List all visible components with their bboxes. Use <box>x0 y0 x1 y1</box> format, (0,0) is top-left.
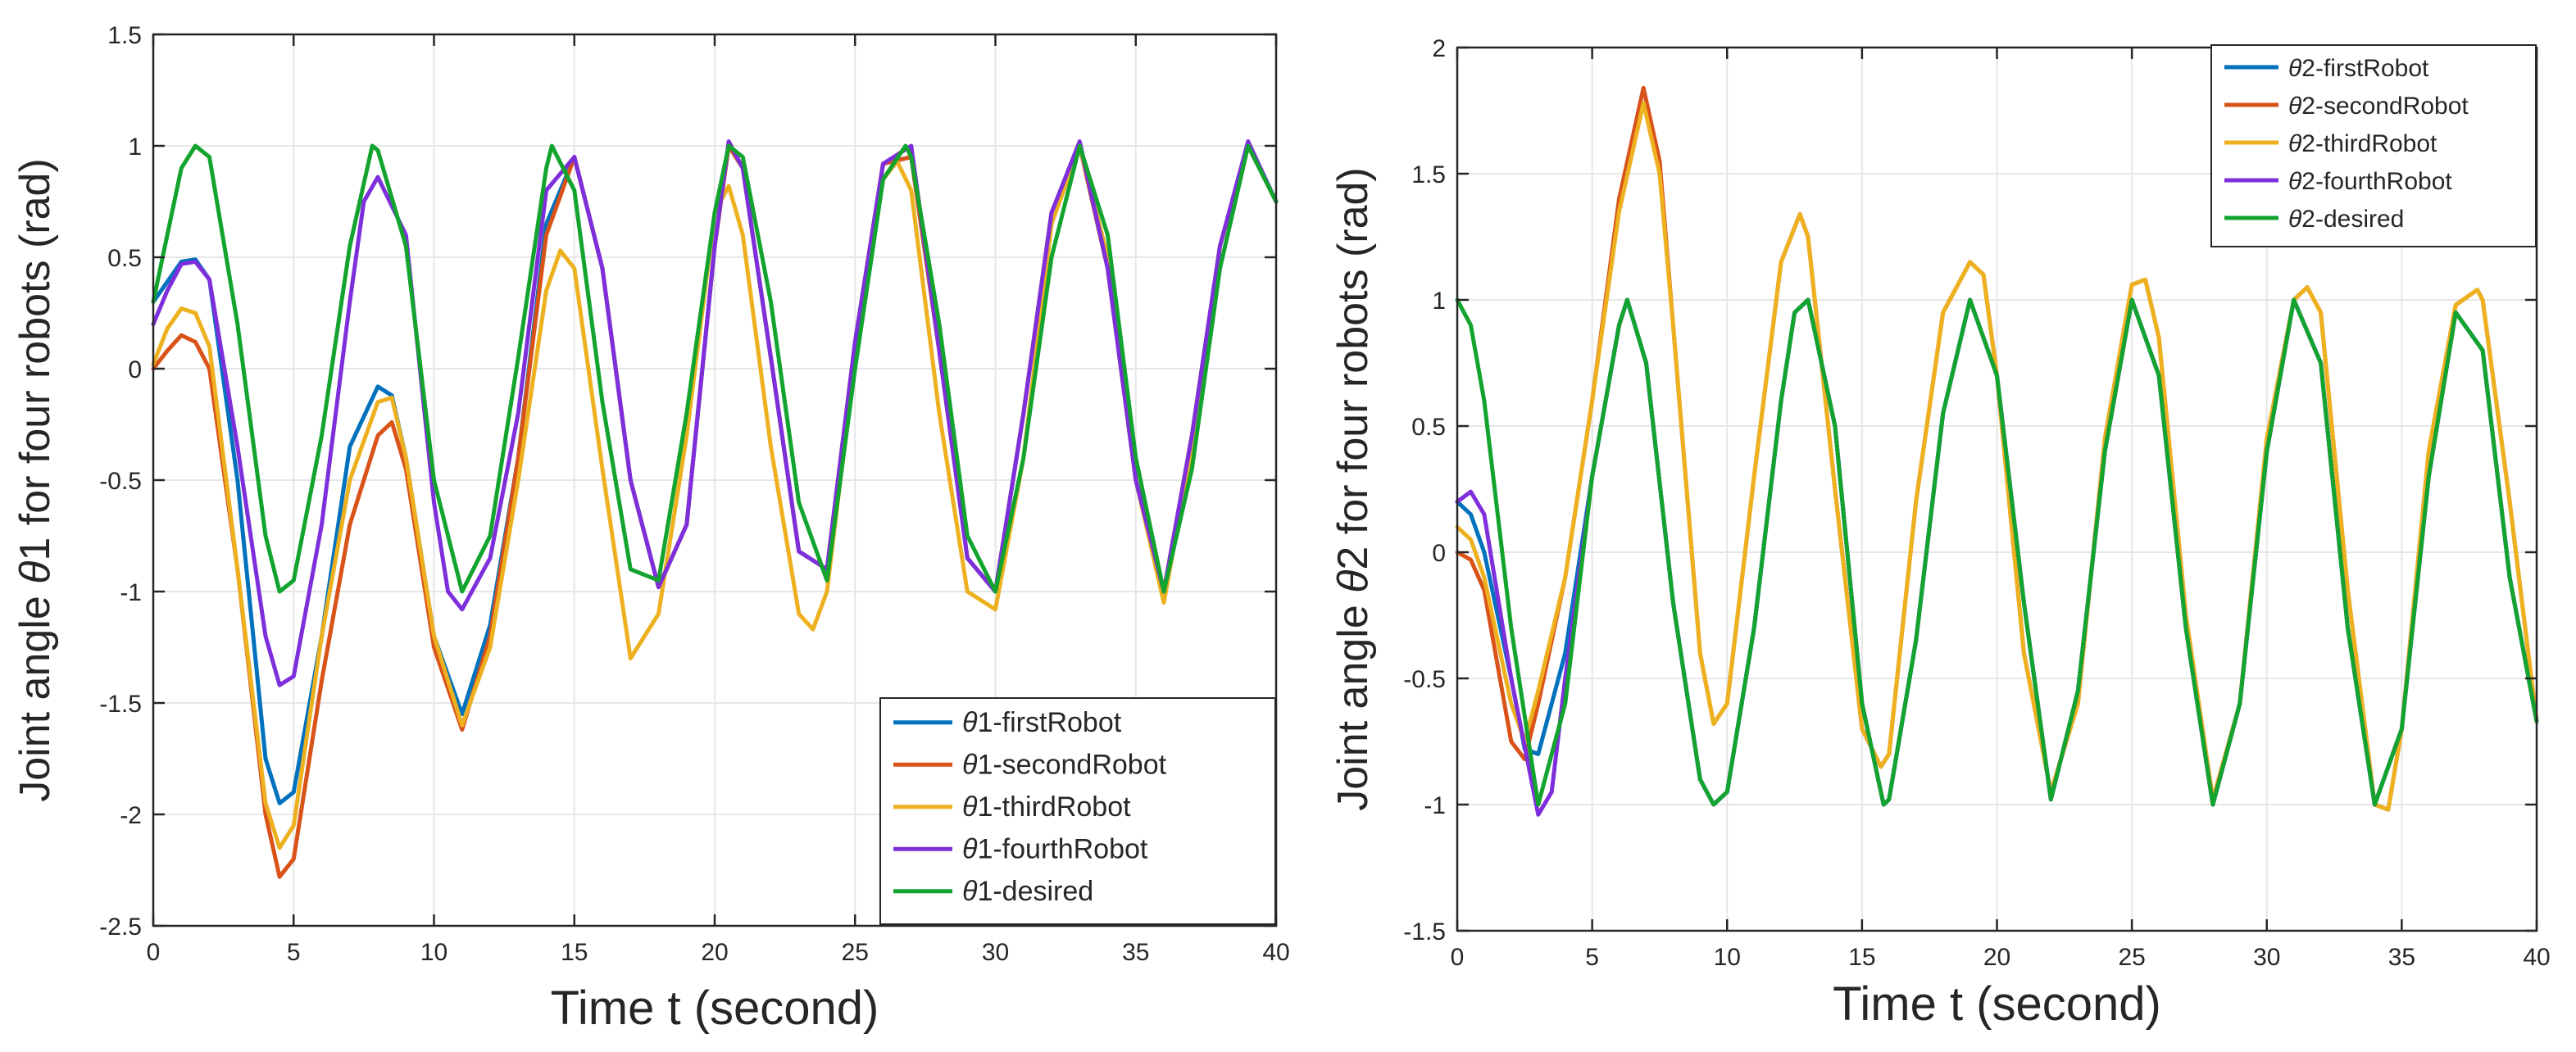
y-axis-title-theta: θ <box>1329 570 1377 593</box>
legend-label: θ1-fourthRobot <box>962 833 1148 864</box>
legend-label: θ1-thirdRobot <box>962 791 1131 823</box>
y-tick-label: -1 <box>120 579 142 606</box>
chart-theta2: 0 5 10 15 20 25 30 35 40 -1.5 -1 -0.5 0 0.5 1 1.5 2 Time … <box>1329 35 2551 1031</box>
ticks: 0 5 10 15 20 25 30 35 40 -1.5 -1 -0.5 0 0.5 1 1.5 2 <box>1403 35 2550 971</box>
x-tick-label: 0 <box>147 939 161 966</box>
y-tick-label: 1.5 <box>107 22 142 49</box>
y-tick-label: -0.5 <box>1403 666 1446 693</box>
x-tick-label: 30 <box>2253 944 2280 971</box>
y-axis-title: Joint angle θ2 for four robots (rad) <box>1329 167 1377 811</box>
x-tick-label: 35 <box>1122 939 1149 966</box>
y-tick-label: 1 <box>128 134 142 161</box>
series-line-1-desired <box>151 143 1279 594</box>
y-tick-label: -2 <box>120 802 142 829</box>
y-tick-label: 1 <box>1432 288 1446 315</box>
legend-label: θ2-fourthRobot <box>2288 168 2452 195</box>
legend-box <box>879 697 1276 925</box>
y-tick-label: 0 <box>128 356 142 383</box>
x-tick-label: 5 <box>1585 944 1599 971</box>
y-tick-label: -2.5 <box>99 914 142 941</box>
series-line-2-desired <box>1455 297 2539 807</box>
x-tick-label: 10 <box>1714 944 1741 971</box>
x-axis-title: Time t (second) <box>1833 977 2161 1031</box>
legend-label: θ2-thirdRobot <box>2288 130 2437 157</box>
y-axis-title-prefix: Joint angle <box>11 584 59 802</box>
series-line-1-fourthrobot <box>151 139 1279 687</box>
x-tick-label: 20 <box>1983 944 2010 971</box>
y-axis-title-prefix: Joint angle <box>1329 593 1377 811</box>
x-tick-label: 15 <box>561 939 588 966</box>
legend-label: θ1-desired <box>962 876 1093 907</box>
y-tick-label: -1.5 <box>99 691 142 718</box>
x-tick-label: 0 <box>1451 944 1465 971</box>
y-tick-label: 0 <box>1432 540 1446 567</box>
y-tick-label: -0.5 <box>99 468 142 495</box>
y-tick-label: -1 <box>1424 792 1446 819</box>
series-group <box>151 139 1279 879</box>
series-line-2-thirdrobot <box>1455 101 2539 812</box>
y-tick-label: 2 <box>1432 35 1446 62</box>
y-tick-label: 1.5 <box>1411 161 1446 188</box>
legend-box <box>2210 44 2537 247</box>
legend-label: θ2-secondRobot <box>2288 93 2469 120</box>
x-tick-label: 25 <box>842 939 869 966</box>
y-tick-label: -1.5 <box>1403 918 1446 945</box>
legend-label: θ1-secondRobot <box>962 749 1167 780</box>
x-tick-label: 40 <box>2523 944 2550 971</box>
x-axis-title: Time t (second) <box>551 982 879 1035</box>
x-tick-label: 15 <box>1848 944 1875 971</box>
x-tick-label: 25 <box>2118 944 2145 971</box>
legend-label: θ2-desired <box>2288 206 2404 233</box>
y-axis-title-theta: θ <box>11 561 59 584</box>
y-tick-label: 0.5 <box>1411 414 1446 441</box>
legend-label: θ2-firstRobot <box>2288 55 2429 82</box>
y-axis-title-suffix: 2 for four robots (rad) <box>1329 167 1377 569</box>
x-tick-label: 40 <box>1262 939 1289 966</box>
legend-label: θ1-firstRobot <box>962 707 1122 738</box>
y-tick-label: 0.5 <box>107 245 142 272</box>
legend: θ1-firstRobot θ1-secondRobot θ1-thirdRobot… <box>879 697 1276 925</box>
y-axis-title-suffix: 1 for four robots (rad) <box>11 158 59 560</box>
y-axis-title: Joint angle θ1 for four robots (rad) <box>11 158 59 802</box>
x-tick-label: 10 <box>420 939 448 966</box>
x-tick-label: 5 <box>287 939 301 966</box>
series-group <box>1455 85 2539 817</box>
ticks: 0 5 10 15 20 25 30 35 40 -2.5 -2 -1.5 -1 -0.5 0 0.5 1 1.5 <box>99 22 1289 966</box>
legend: θ2-firstRobot θ2-secondRobot θ2-thirdRobot… <box>2210 44 2537 247</box>
x-tick-label: 30 <box>982 939 1009 966</box>
x-tick-label: 20 <box>701 939 728 966</box>
x-tick-label: 35 <box>2388 944 2415 971</box>
chart-theta1: 0 5 10 15 20 25 30 35 40 -2.5 -2 -1.5 -1 -0.5 0 0.5 1 1.5… <box>11 22 1290 1035</box>
